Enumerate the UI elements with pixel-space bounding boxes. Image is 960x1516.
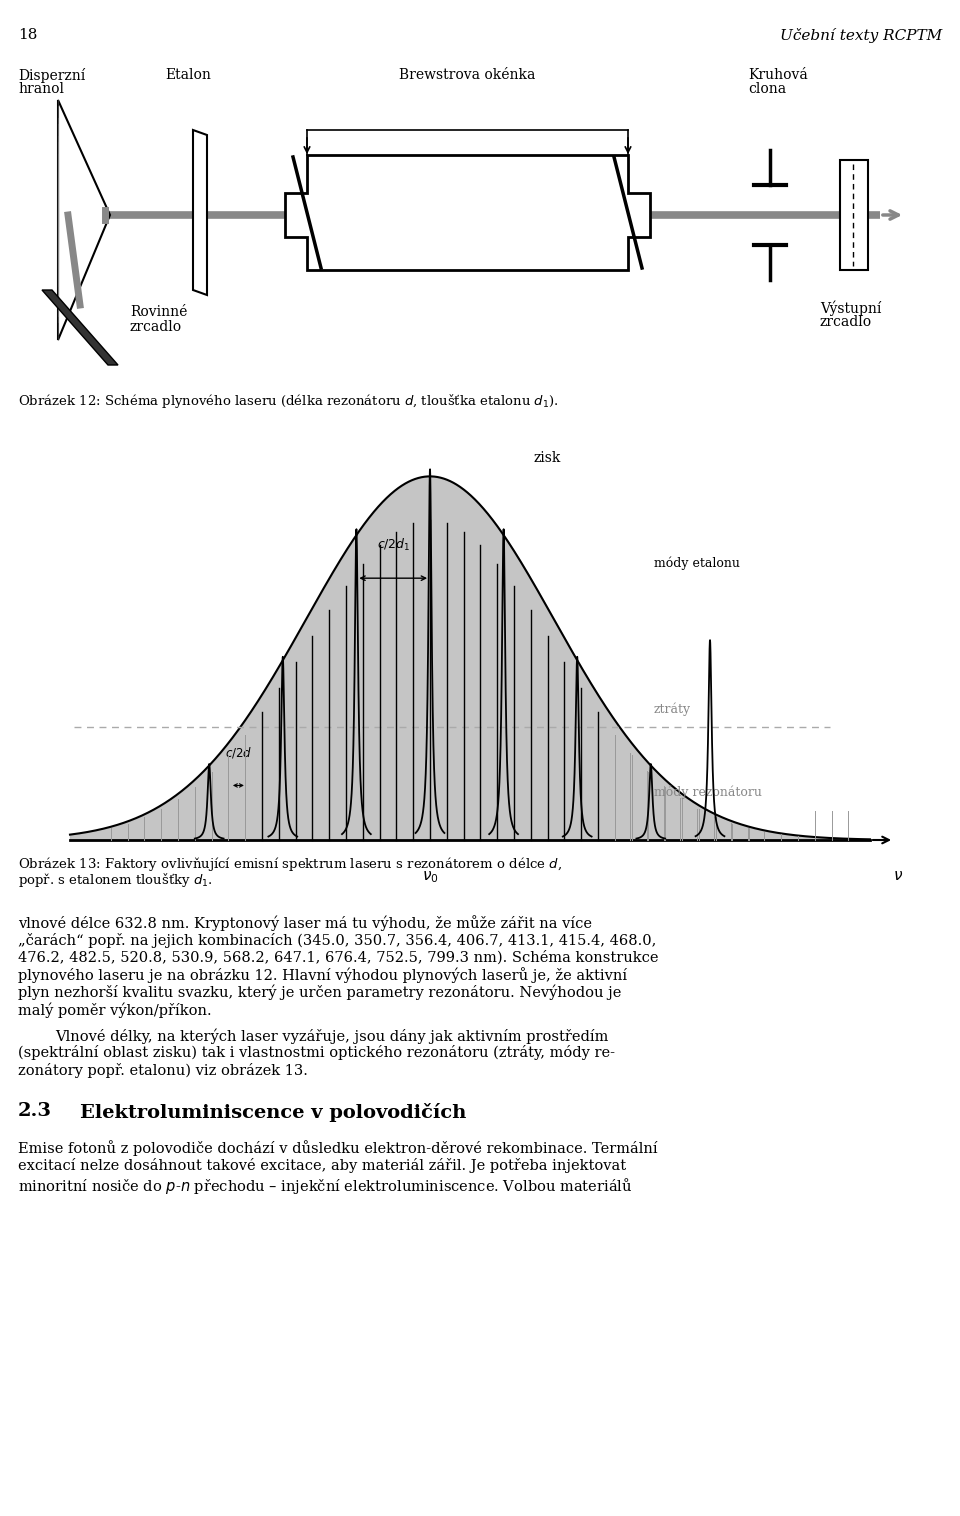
Text: popř. s etalonem tloušťky $d_1$.: popř. s etalonem tloušťky $d_1$. [18, 872, 213, 888]
Text: Elektroluminiscence v polovodičích: Elektroluminiscence v polovodičích [80, 1102, 467, 1122]
Text: Obrázek 12: Schéma plynového laseru (délka rezonátoru $d$, tloušťka etalonu $d_1: Obrázek 12: Schéma plynového laseru (dél… [18, 393, 559, 409]
Text: zonátory popř. etalonu) viz obrázek 13.: zonátory popř. etalonu) viz obrázek 13. [18, 1063, 308, 1078]
Polygon shape [193, 130, 207, 296]
Text: Emise fotonů z polovodiče dochází v důsledku elektron-děrové rekombinace. Termál: Emise fotonů z polovodiče dochází v důsl… [18, 1140, 658, 1157]
Text: clona: clona [748, 82, 786, 96]
Text: $c/2d_1$: $c/2d_1$ [376, 537, 410, 553]
Text: zrcadlo: zrcadlo [820, 315, 872, 329]
Text: Učební texty RCPTM: Učební texty RCPTM [780, 27, 942, 42]
Polygon shape [285, 155, 650, 270]
Text: Vlnové délky, na kterých laser vyzářuje, jsou dány jak aktivním prostředím: Vlnové délky, na kterých laser vyzářuje,… [55, 1028, 609, 1043]
Text: Obrázek 13: Faktory ovlivňující emisní spektrum laseru s rezonátorem o délce $d$: Obrázek 13: Faktory ovlivňující emisní s… [18, 855, 563, 873]
Text: excitací nelze dosáhnout takové excitace, aby materiál zářil. Je potřeba injekto: excitací nelze dosáhnout takové excitace… [18, 1158, 626, 1173]
Text: zrcadlo: zrcadlo [130, 320, 182, 334]
Text: $c/2d$: $c/2d$ [225, 744, 252, 760]
Text: vlnové délce 632.8 nm. Kryptonový laser má tu výhodu, že může zářit na více: vlnové délce 632.8 nm. Kryptonový laser … [18, 916, 592, 931]
Text: Výstupní: Výstupní [820, 300, 881, 315]
Text: módy etalonu: módy etalonu [654, 556, 740, 570]
Text: (spektrální oblast zisku) tak i vlastnostmi optického rezonátoru (ztráty, módy r: (spektrální oblast zisku) tak i vlastnos… [18, 1046, 615, 1061]
Text: +: + [341, 200, 349, 209]
Text: módy rezonátoru: módy rezonátoru [654, 785, 762, 799]
Text: plynového laseru je na obrázku 12. Hlavní výhodou plynových laserů je, že aktivn: plynového laseru je na obrázku 12. Hlavn… [18, 967, 627, 984]
Polygon shape [58, 100, 110, 340]
Text: hranol: hranol [18, 82, 64, 96]
Text: Kruhová: Kruhová [748, 68, 807, 82]
Text: Kr: Kr [320, 203, 337, 217]
Text: Laserová: Laserová [435, 188, 499, 202]
Text: zisk: zisk [534, 452, 562, 465]
Text: Disperzní: Disperzní [18, 68, 85, 83]
Text: malý poměr výkon/příkon.: malý poměr výkon/příkon. [18, 1002, 211, 1019]
Text: 476.2, 482.5, 520.8, 530.9, 568.2, 647.1, 676.4, 752.5, 799.3 nm). Schéma konstr: 476.2, 482.5, 520.8, 530.9, 568.2, 647.1… [18, 951, 659, 964]
Text: Rovinné: Rovinné [130, 305, 187, 318]
Text: 2.3: 2.3 [18, 1102, 52, 1120]
Text: trubice: trubice [442, 205, 492, 218]
Text: Etalon: Etalon [165, 68, 211, 82]
Text: $\nu_0$: $\nu_0$ [421, 869, 439, 885]
Text: ztráty: ztráty [654, 703, 691, 717]
Text: Brewstrova okénka: Brewstrova okénka [398, 68, 535, 82]
Text: 18: 18 [18, 27, 37, 42]
Text: „čarách“ popř. na jejich kombinacích (345.0, 350.7, 356.4, 406.7, 413.1, 415.4, : „čarách“ popř. na jejich kombinacích (34… [18, 932, 657, 948]
Text: minoritní nosiče do $p$-$n$ přechodu – injekční elektroluminiscence. Volbou mate: minoritní nosiče do $p$-$n$ přechodu – i… [18, 1175, 633, 1196]
Text: plyn nezhorší kvalitu svazku, který je určen parametry rezonátoru. Nevýhodou je: plyn nezhorší kvalitu svazku, který je u… [18, 985, 621, 1001]
Polygon shape [42, 290, 118, 365]
Text: $\nu$: $\nu$ [893, 869, 903, 884]
Polygon shape [840, 161, 868, 270]
